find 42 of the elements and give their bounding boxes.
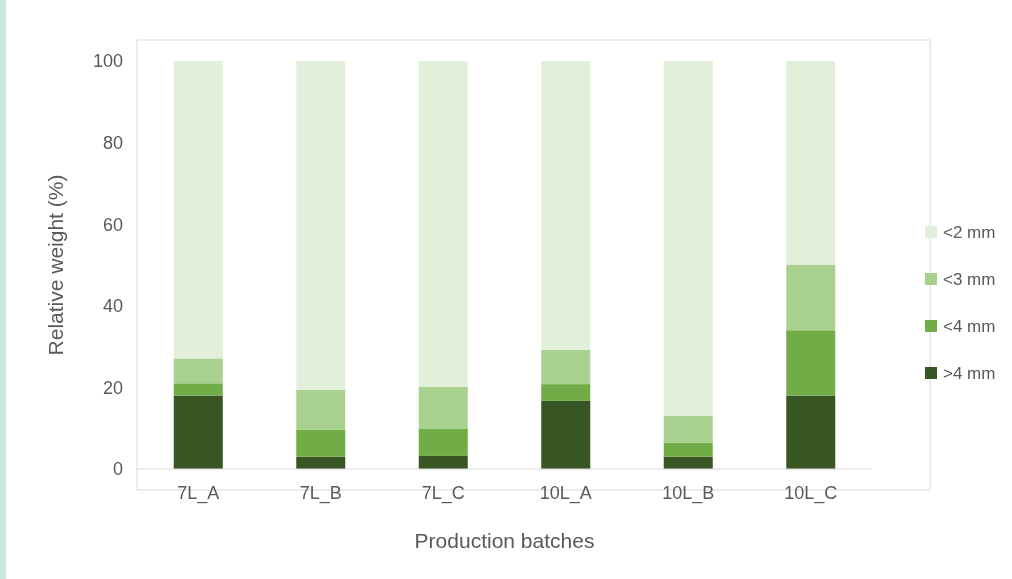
- bar: [173, 61, 223, 359]
- bar: [296, 61, 346, 390]
- y-tick-label: 0: [112, 459, 123, 480]
- bar: [296, 429, 346, 457]
- bar: [663, 61, 713, 416]
- bar: [663, 442, 713, 457]
- bar: [541, 384, 591, 401]
- x-tick-label: 7L_B: [299, 483, 342, 504]
- y-axis-title: Relative weight (%): [44, 174, 67, 356]
- legend-label: <2 mm: [943, 222, 996, 242]
- bar: [173, 383, 223, 396]
- bar: [418, 455, 468, 469]
- x-tick-label: 7L_C: [421, 483, 465, 504]
- bar: [541, 400, 591, 469]
- bar: [296, 389, 346, 430]
- bar: [173, 395, 223, 469]
- y-tick-label: 20: [102, 377, 123, 398]
- bar: [541, 61, 591, 350]
- bar: [663, 456, 713, 469]
- bar: [786, 265, 836, 331]
- bar: [663, 415, 713, 443]
- y-tick-label: 80: [102, 132, 123, 153]
- bar: [418, 61, 468, 387]
- x-tick-label: 10L_A: [539, 483, 592, 504]
- y-tick-label: 100: [92, 51, 123, 72]
- bar: [296, 456, 346, 469]
- x-axis-title: Production batches: [414, 529, 595, 552]
- bar: [541, 349, 591, 385]
- legend-label: >4 mm: [943, 363, 996, 383]
- x-tick-label: 10L_C: [784, 483, 838, 504]
- y-tick-label: 60: [102, 214, 123, 235]
- legend-label: <4 mm: [943, 316, 996, 336]
- bar: [173, 358, 223, 384]
- x-tick-label: 7L_A: [177, 483, 220, 504]
- bar: [786, 330, 836, 396]
- legend-label: <3 mm: [943, 269, 996, 289]
- bar: [418, 386, 468, 430]
- bar: [786, 61, 836, 265]
- bar: [418, 429, 468, 456]
- y-tick-label: 40: [102, 296, 123, 317]
- x-tick-label: 10L_B: [662, 483, 715, 504]
- bar: [786, 395, 836, 469]
